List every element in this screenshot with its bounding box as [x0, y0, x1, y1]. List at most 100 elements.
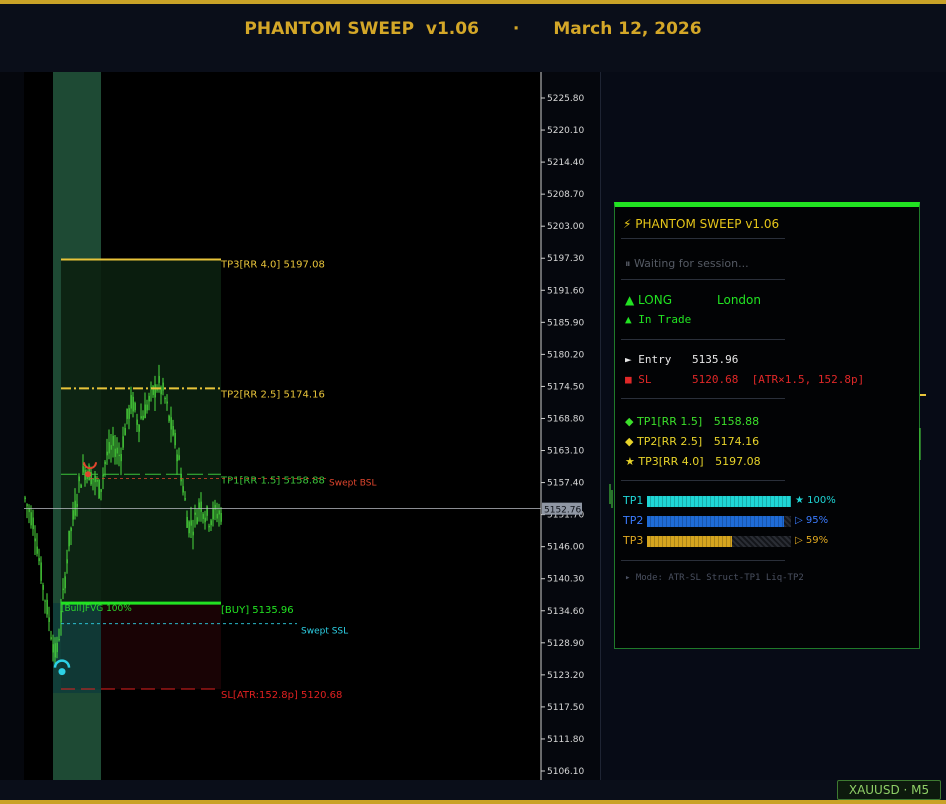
current-price-tag — [542, 502, 582, 515]
candle-body — [82, 466, 84, 473]
progress-label-tp1: TP1 — [623, 494, 644, 507]
candle-body — [210, 520, 212, 526]
candle-body — [122, 436, 124, 448]
candle-body — [214, 504, 216, 510]
progress-percent-tp3: ▷ 59% — [795, 535, 829, 546]
tp2-row: ◆ TP2[RR 2.5] 5174.16 — [625, 435, 759, 448]
progress-percent-tp2: ▷ 95% — [795, 515, 829, 526]
candle-body — [120, 454, 122, 462]
candle-body — [148, 395, 150, 402]
top-gold-rule — [0, 0, 946, 4]
candle-body — [30, 512, 32, 526]
progress-percent-tp1: ★ 100% — [795, 495, 836, 506]
candle-body — [140, 416, 142, 419]
candle-body — [144, 404, 146, 419]
candle-body — [78, 476, 80, 482]
candle-body — [174, 432, 176, 446]
tp1-label: TP1[RR 1.5] — [636, 415, 703, 428]
trade-state: ▲ In Trade — [625, 313, 692, 326]
candle-body — [52, 644, 54, 653]
candle-body — [160, 387, 162, 395]
y-tick-label: 5220.10 — [547, 126, 584, 136]
candle-body — [96, 479, 98, 482]
entry-label: ► Entry — [625, 353, 672, 366]
y-tick-label: 5151.70 — [547, 511, 584, 521]
sl-level-label: SL[ATR:152.8p] 5120.68 — [221, 690, 342, 701]
sweep-low-dot — [58, 668, 66, 676]
y-tick-label: 5208.70 — [547, 190, 584, 200]
candle-body — [130, 395, 132, 409]
sweep-low-icon — [53, 659, 71, 668]
y-tick-label: 5191.60 — [547, 286, 584, 296]
y-tick-label: 5111.80 — [547, 735, 584, 745]
candle-body — [72, 510, 74, 520]
progress-bar-tp2 — [647, 516, 791, 527]
header-date: March 12, 2026 — [553, 19, 702, 39]
candle-body — [66, 559, 68, 564]
candle-body — [42, 584, 44, 590]
y-tick-label: 5203.00 — [547, 222, 584, 232]
candle-body — [48, 617, 50, 622]
progress-remainder — [732, 536, 791, 547]
take-profit-zone — [61, 259, 221, 604]
candle-body — [34, 538, 36, 542]
candle-body — [138, 424, 140, 432]
tp2-label: TP2[RR 2.5] — [636, 435, 703, 448]
tp1-row: ◆ TP1[RR 1.5] 5158.88 — [625, 415, 759, 428]
level-stub — [920, 394, 926, 396]
tp1-level-label: TP1[RR 1.5] 5158.88 — [220, 475, 325, 486]
candle-body — [114, 448, 116, 457]
candle-body — [26, 504, 28, 506]
entry-value: 5135.96 — [692, 353, 739, 366]
tp1-value: 5158.88 — [713, 415, 760, 428]
tp3-value: 5197.08 — [715, 455, 761, 468]
y-tick-label: 5225.80 — [547, 94, 584, 104]
candle-body — [50, 637, 52, 640]
panel-divider — [621, 339, 785, 340]
sweep-high-icon — [83, 462, 97, 470]
app-title: PHANTOM SWEEP v1.06 — [244, 19, 479, 39]
candle-body — [192, 531, 194, 536]
progress-bar-tp1 — [647, 496, 791, 507]
y-tick-label: 5140.30 — [547, 575, 584, 585]
y-tick-label: 5185.90 — [547, 318, 584, 328]
y-tick-label: 5128.90 — [547, 639, 584, 649]
candle-body — [218, 510, 220, 515]
candle-body — [158, 376, 160, 383]
swept-ssl-label: Swept SSL — [301, 627, 348, 637]
panel-divider — [621, 398, 785, 399]
candle-body — [68, 530, 70, 547]
sl-value: 5120.68 [ATR×1.5, 152.8p] — [692, 373, 865, 386]
y-tick-label: 5106.10 — [547, 767, 584, 777]
candle-body — [98, 479, 100, 499]
candle-body — [146, 404, 148, 411]
direction-label: ▲ LONG — [625, 293, 673, 307]
fvg-box — [53, 603, 101, 694]
candle-body — [102, 474, 104, 477]
candle-body — [212, 507, 214, 520]
title-separator: · — [512, 19, 520, 39]
candle-body — [106, 451, 108, 456]
symbol-badge[interactable]: XAUUSD · M5 — [837, 780, 941, 800]
current-price-label: 5152.76 — [544, 506, 581, 516]
candle-body — [46, 599, 48, 615]
candle-body — [186, 516, 188, 528]
y-tick-label: 5168.80 — [547, 414, 584, 424]
candle-body — [92, 478, 94, 480]
entry-level-label: [BUY] 5135.96 — [221, 605, 294, 616]
candle-body — [180, 474, 182, 482]
panel-divider — [621, 480, 785, 481]
sl-label: ■ SL — [625, 373, 652, 386]
candle-body — [76, 503, 78, 507]
candle-body — [80, 484, 82, 488]
candle-body — [176, 454, 178, 462]
progress-label-tp3: TP3 — [623, 534, 644, 547]
candle-body — [108, 441, 110, 454]
progress-fill — [647, 536, 732, 547]
y-tick-label: 5180.20 — [547, 350, 584, 360]
candle-body — [178, 455, 180, 460]
progress-bar-tp3 — [647, 536, 791, 547]
y-tick-label: 5163.10 — [547, 447, 584, 457]
candle-body — [28, 508, 30, 513]
price-chart[interactable]: 5225.80 5220.10 5214.40 5208.70 5203.00 5197.… — [0, 72, 600, 780]
